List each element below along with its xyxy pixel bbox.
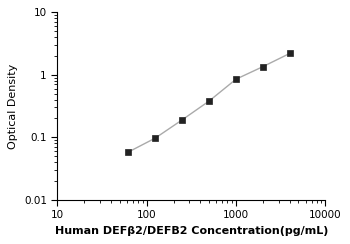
X-axis label: Human DEFβ2/DEFB2 Concentration(pg/mL): Human DEFβ2/DEFB2 Concentration(pg/mL) [55, 226, 328, 236]
Y-axis label: Optical Density: Optical Density [8, 63, 18, 149]
